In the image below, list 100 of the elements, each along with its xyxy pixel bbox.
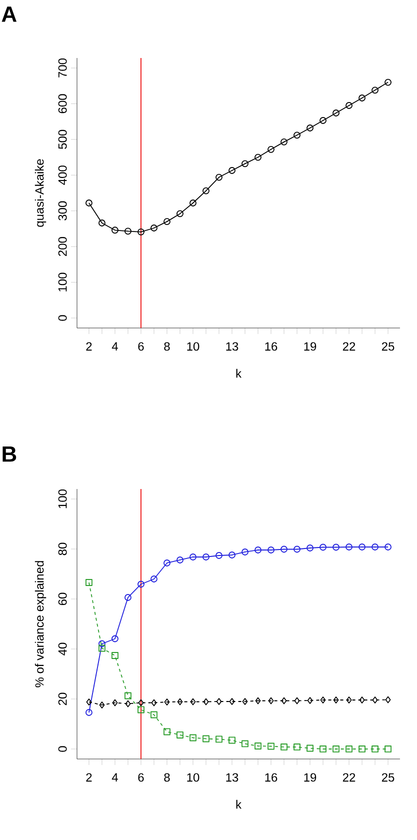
y-axis-title: quasi-Akaike	[34, 159, 46, 227]
point	[320, 117, 326, 124]
point	[254, 154, 262, 161]
y-tick-label: 0	[58, 746, 67, 752]
x-tick-label: 25	[382, 773, 394, 782]
point	[112, 226, 118, 234]
point	[98, 644, 106, 652]
y-tick-label: 600	[58, 94, 67, 114]
point	[151, 699, 157, 706]
point	[150, 711, 158, 718]
point	[255, 697, 261, 704]
point	[372, 696, 378, 704]
point	[190, 554, 196, 560]
point	[190, 200, 196, 206]
point	[98, 220, 106, 226]
point	[86, 698, 92, 706]
point	[216, 698, 222, 705]
point	[294, 697, 300, 704]
x-tick-label: 2	[86, 773, 92, 782]
point	[358, 544, 366, 550]
point	[332, 110, 340, 116]
point	[358, 94, 366, 102]
point	[124, 594, 132, 601]
point	[216, 552, 222, 559]
point	[98, 640, 106, 648]
point	[372, 544, 378, 550]
y-tick-label: 0	[58, 315, 67, 321]
x-tick-label: 13	[226, 342, 238, 351]
x-tick-label: 13	[226, 773, 238, 782]
point	[242, 548, 248, 556]
point	[332, 544, 340, 551]
x-axis-title: k	[236, 368, 242, 378]
point	[268, 146, 274, 153]
x-tick-label: 22	[342, 342, 356, 351]
point	[346, 544, 352, 550]
point	[164, 728, 170, 736]
point	[306, 744, 314, 752]
point	[112, 635, 118, 642]
y-tick-label: 500	[58, 130, 67, 149]
y-tick-label: 80	[58, 542, 67, 556]
point	[254, 742, 262, 750]
point	[384, 78, 392, 86]
x-tick-label: 10	[187, 773, 200, 782]
x-tick-label: 8	[164, 773, 170, 782]
point	[372, 746, 378, 752]
point	[164, 698, 170, 706]
point	[164, 218, 170, 226]
y-tick-label: 100	[58, 489, 67, 508]
point	[385, 696, 391, 704]
point	[138, 706, 144, 714]
chart-title: A	[2, 6, 17, 22]
point	[203, 698, 209, 706]
x-tick-label: 25	[382, 342, 394, 351]
point	[138, 580, 144, 588]
point	[307, 697, 313, 704]
point	[306, 544, 314, 552]
point	[280, 744, 288, 750]
point	[138, 699, 144, 706]
point	[228, 167, 236, 174]
x-tick-label: 22	[342, 773, 356, 782]
point	[124, 228, 132, 235]
point	[333, 696, 339, 704]
point	[332, 746, 340, 752]
point	[346, 102, 352, 109]
point	[176, 210, 184, 218]
point	[112, 699, 118, 706]
point	[216, 174, 222, 181]
point	[320, 544, 326, 551]
x-tick-label: 6	[138, 342, 144, 351]
x-tick-label: 4	[112, 342, 118, 350]
y-tick-label: 300	[58, 201, 67, 220]
point	[124, 692, 132, 700]
point	[358, 746, 366, 752]
y-tick-label: 400	[58, 166, 67, 185]
y-tick-label: 60	[58, 592, 67, 606]
x-tick-label: 16	[265, 773, 278, 782]
chart-title: B	[2, 446, 16, 462]
point	[294, 132, 300, 139]
point	[306, 124, 314, 132]
point	[216, 736, 222, 743]
x-tick-label: 4	[112, 773, 118, 782]
point	[86, 579, 92, 586]
y-tick-label: 40	[58, 642, 67, 656]
point	[242, 740, 248, 748]
point	[294, 744, 300, 750]
point	[359, 696, 365, 704]
point	[150, 224, 158, 232]
point	[294, 546, 300, 553]
point	[202, 554, 210, 560]
point	[320, 746, 326, 752]
x-tick-label: 2	[86, 342, 92, 351]
point	[384, 544, 392, 550]
point	[242, 160, 248, 168]
x-tick-label: 8	[164, 342, 170, 351]
point	[281, 697, 287, 704]
point	[202, 187, 210, 194]
point	[254, 546, 262, 554]
x-tick-label: 10	[187, 342, 200, 351]
point	[112, 652, 118, 659]
point	[190, 698, 196, 706]
